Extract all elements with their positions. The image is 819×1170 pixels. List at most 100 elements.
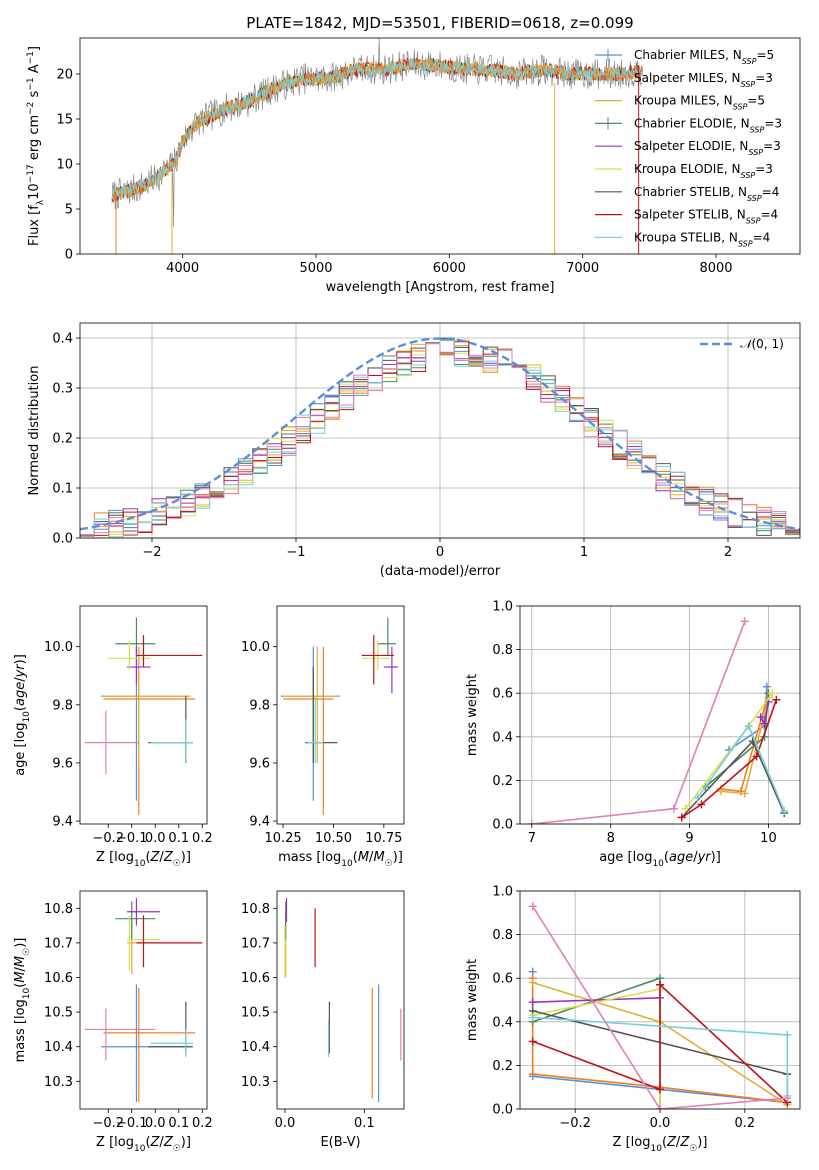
- y-tick-label: 0: [65, 248, 73, 263]
- residuals-panel: −2 −1 0 1 2 0.0 0.1 0.2 0.3 0.4 (data-model)/error…: [27, 322, 801, 579]
- x-tick-label: 10.50: [315, 831, 352, 846]
- x-tick-label: 7000: [566, 261, 599, 276]
- x-tick-label: −0.2: [559, 1116, 591, 1131]
- error-cross-chabrier-elodie: [115, 901, 156, 940]
- plot-area: [284, 897, 402, 1103]
- y-tick-label: 20: [56, 68, 73, 83]
- x-tick-label: 0.1: [168, 1116, 189, 1131]
- error-cross-salpeter-stelib: [361, 635, 394, 685]
- x-tick-label: 5000: [299, 261, 332, 276]
- data-point-marker: [772, 695, 781, 704]
- y-tick-label: 10.4: [241, 1040, 270, 1055]
- error-cross-salpeter-miles: [103, 646, 196, 816]
- axes-frame: [276, 605, 405, 825]
- plot-area: [527, 617, 789, 824]
- x-tick-label: 0.0: [145, 1116, 166, 1131]
- data-point-marker: [527, 820, 536, 824]
- data-point-marker: [780, 806, 789, 815]
- series-line: [696, 724, 785, 812]
- y-tick-label: 0.3: [52, 382, 73, 397]
- y-tick-label: 10.8: [44, 902, 73, 917]
- data-point-marker: [528, 978, 537, 987]
- y-tick-label: 10: [56, 158, 73, 173]
- error-cross-kroupa-stelib: [150, 719, 193, 763]
- legend-entry-chabrier-miles-n-ssp-5: Chabrier MILES, NSSP=5: [634, 48, 774, 66]
- histogram-kroupa-stelib: [80, 337, 800, 538]
- y-axis-label: Flux [fλ10−17 erg cm−2 s−1 A−1]: [26, 46, 46, 246]
- error-cross-chabrier-miles: [281, 646, 340, 801]
- x-tick-label: 10: [760, 831, 777, 846]
- data-point-marker: [783, 1094, 792, 1103]
- error-cross-chabrier-elodie: [377, 617, 396, 656]
- error-cross-chabrier-miles: [101, 646, 191, 801]
- legend-entry-chabrier-elodie-n-ssp-3: Chabrier ELODIE, NSSP=3: [634, 116, 782, 133]
- y-tick-label: 9.6: [52, 756, 73, 771]
- x-tick-label: 10.25: [264, 831, 301, 846]
- series-salpeter-stelib: [528, 980, 792, 1107]
- x-tick-label: 0.2: [192, 831, 213, 846]
- plot-area: [84, 617, 203, 816]
- age-vs-metallicity-panel: −0.2−0.10.0 0.1 0.2 9.4 9.6 9.8 10.0 Z [log10(Z…: [13, 605, 213, 869]
- y-tick-label: 0.8: [492, 643, 513, 658]
- legend-entry-kroupa-miles-n-ssp-5: Kroupa MILES, NSSP=5: [634, 94, 765, 112]
- series-chabrier-elodie: [528, 974, 664, 1109]
- x-tick-label: 7: [528, 831, 536, 846]
- x-tick-label: −1: [286, 545, 305, 560]
- data-point-marker: [762, 682, 771, 691]
- model-spectrum-kroupa-stelib: [111, 58, 643, 200]
- y-tick-label: 10.8: [241, 902, 270, 917]
- histogram-kroupa-elodie: [80, 342, 800, 538]
- data-point-marker: [528, 998, 537, 1007]
- data-point-marker: [528, 902, 537, 911]
- y-tick-label: 0.8: [492, 928, 513, 943]
- y-axis-label: mass weight: [465, 959, 480, 1041]
- y-tick-label: 10.7: [241, 936, 270, 951]
- y-tick-label: 5: [65, 203, 73, 218]
- series-line: [681, 699, 778, 819]
- data-point-marker: [669, 804, 678, 813]
- x-tick-label: 2: [724, 545, 732, 560]
- series-line: [532, 982, 788, 1104]
- y-tick-label: 9.6: [249, 756, 270, 771]
- x-tick-label: 0.2: [735, 1116, 756, 1131]
- x-axis-label: wavelength [Angstrom, rest frame]: [326, 280, 555, 295]
- series-extra: [528, 902, 792, 1109]
- y-tick-label: 10.0: [44, 640, 73, 655]
- data-point-marker: [697, 800, 706, 809]
- x-tick-label: 4000: [166, 261, 199, 276]
- x-tick-label: 0.1: [354, 1116, 375, 1131]
- x-axis-label: (data-model)/error: [380, 564, 501, 579]
- data-point-marker: [693, 793, 702, 802]
- legend-entry-salpeter-elodie-n-ssp-3: Salpeter ELODIE, NSSP=3: [634, 139, 781, 157]
- data-point-marker: [740, 789, 749, 798]
- y-axis-label: mass weight: [465, 674, 480, 756]
- y-axis-label: age [log10(age/yr)]: [13, 654, 32, 776]
- series-salpeter-elodie: [528, 993, 664, 1007]
- y-tick-label: 0.4: [492, 1015, 513, 1030]
- x-tick-label: 0.1: [168, 831, 189, 846]
- data-point-marker: [681, 804, 690, 813]
- legend-entry-kroupa-stelib-n-ssp-4: Kroupa STELIB, NSSP=4: [634, 230, 770, 248]
- data-point-marker: [528, 1013, 537, 1022]
- x-tick-label: 8: [607, 831, 615, 846]
- spectrum-panel: 4000 5000 6000 7000 8000 0 5 10 15 20 wavelength […: [26, 37, 801, 295]
- spectrum-legend: Chabrier MILES, NSSP=5 Salpeter MILES, NS…: [595, 48, 782, 248]
- axes-frame: [79, 37, 801, 255]
- y-axis-label: mass [log10(M/M☉)]: [13, 938, 32, 1063]
- axes-frame: [79, 605, 208, 825]
- series-kroupa-elodie: [528, 985, 664, 1109]
- y-tick-label: 10.3: [241, 1075, 270, 1090]
- y-tick-label: 9.8: [52, 698, 73, 713]
- axes-frame: [79, 322, 801, 539]
- massweight-vs-age-panel: 7 8 9 10 0.0 0.2 0.4 0.6 0.8 1.0 age [log10(age/yr…: [465, 600, 801, 869]
- massweight-vs-metallicity-panel: −0.2 0.0 0.2 0.0 0.2 0.4 0.6 0.8 1.0 Z [log10(Z/Z…: [465, 885, 801, 1154]
- legend-entry-chabrier-stelib-n-ssp-4: Chabrier STELIB, NSSP=4: [634, 185, 779, 203]
- y-tick-label: 1.0: [492, 885, 513, 900]
- x-axis-label: age [log10(age/yr)]: [599, 850, 721, 869]
- data-point-marker: [656, 1105, 664, 1109]
- x-tick-label: −0.2: [92, 831, 124, 846]
- data-point-marker: [677, 813, 686, 822]
- x-tick-label: −0.1: [116, 831, 148, 846]
- mass-vs-ebv-panel: 0.0 0.1 10.3 10.4 10.5 10.6 10.7 10.8 E(B-V): [241, 890, 405, 1150]
- y-tick-label: 0.2: [492, 774, 513, 789]
